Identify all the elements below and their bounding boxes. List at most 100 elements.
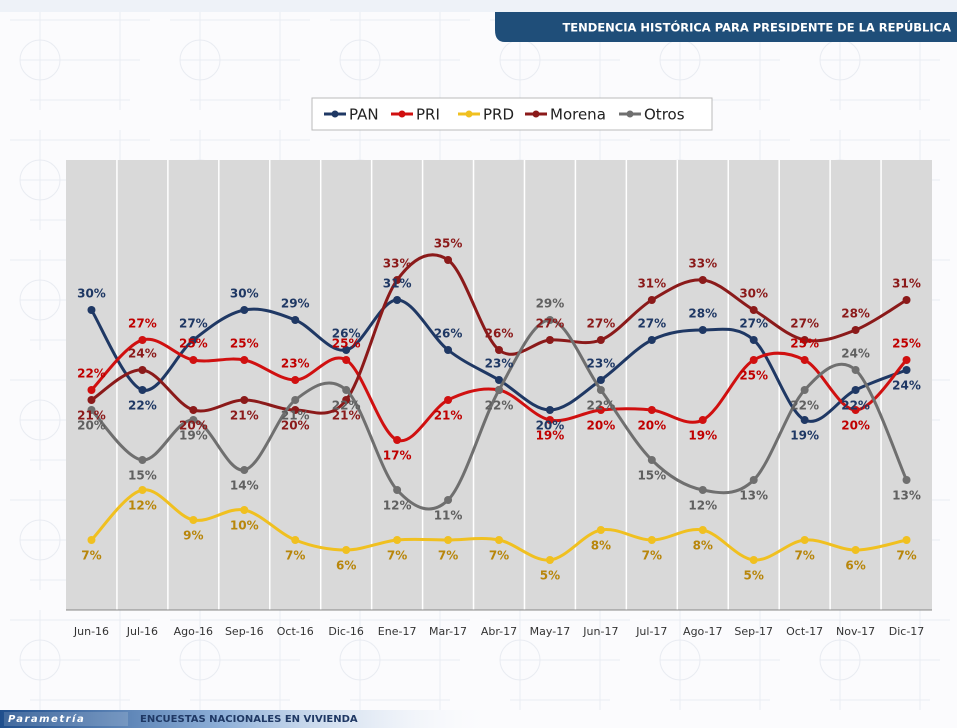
- point-marker: [240, 506, 249, 514]
- data-label: 30%: [77, 287, 106, 301]
- point-marker: [698, 326, 707, 334]
- point-marker: [189, 416, 198, 424]
- data-label: 31%: [383, 277, 412, 291]
- data-label: 20%: [536, 419, 565, 433]
- x-tick-label: Jul-16: [126, 625, 158, 638]
- point-marker: [444, 346, 453, 354]
- point-marker: [647, 336, 656, 344]
- data-label: 20%: [77, 419, 106, 433]
- data-label: 27%: [587, 317, 616, 331]
- data-label: 33%: [383, 257, 412, 271]
- data-label: 15%: [637, 469, 666, 483]
- point-marker: [444, 536, 453, 544]
- point-marker: [189, 406, 198, 414]
- data-label: 20%: [841, 419, 870, 433]
- point-marker: [87, 306, 96, 314]
- footer-text: ENCUESTAS NACIONALES EN VIVIENDA: [140, 714, 358, 725]
- point-marker: [291, 406, 300, 414]
- data-label: 33%: [688, 257, 717, 271]
- data-label: 22%: [485, 399, 514, 413]
- data-label: 6%: [336, 559, 356, 573]
- data-label: 26%: [485, 327, 514, 341]
- data-label: 21%: [332, 409, 361, 423]
- point-marker: [545, 316, 554, 324]
- point-marker: [749, 556, 758, 564]
- data-label: 30%: [230, 287, 259, 301]
- point-marker: [393, 536, 402, 544]
- point-marker: [698, 416, 707, 424]
- data-label: 26%: [332, 327, 361, 341]
- data-label: 26%: [434, 327, 463, 341]
- point-marker: [189, 356, 198, 364]
- data-label: 22%: [790, 399, 819, 413]
- chart-title: TENDENCIA HISTÓRICA PARA PRESIDENTE DE L…: [562, 20, 951, 35]
- data-label: 7%: [438, 549, 458, 563]
- point-marker: [138, 456, 147, 464]
- x-tick-label: Ago-16: [174, 625, 213, 638]
- data-label: 22%: [128, 399, 157, 413]
- data-label: 31%: [637, 277, 666, 291]
- data-label: 25%: [790, 337, 819, 351]
- point-marker: [800, 386, 809, 394]
- point-marker: [393, 276, 402, 284]
- point-marker: [596, 386, 605, 394]
- data-label: 21%: [434, 409, 463, 423]
- point-marker: [698, 486, 707, 494]
- data-label: 7%: [489, 549, 509, 563]
- data-label: 19%: [790, 429, 819, 443]
- point-marker: [291, 396, 300, 404]
- legend-label: Otros: [644, 106, 685, 124]
- data-label: 5%: [744, 569, 764, 583]
- point-marker: [545, 556, 554, 564]
- point-marker: [647, 296, 656, 304]
- data-label: 22%: [587, 399, 616, 413]
- x-tick-label: Mar-17: [429, 625, 467, 638]
- point-marker: [800, 416, 809, 424]
- point-marker: [851, 406, 860, 414]
- data-label: 8%: [591, 539, 611, 553]
- point-marker: [647, 536, 656, 544]
- x-tick-label: Sep-16: [225, 625, 264, 638]
- data-label: 17%: [383, 449, 412, 463]
- point-marker: [596, 336, 605, 344]
- data-label: 12%: [688, 499, 717, 513]
- data-label: 25%: [230, 337, 259, 351]
- point-marker: [902, 536, 911, 544]
- point-marker: [342, 386, 351, 394]
- point-marker: [393, 436, 402, 444]
- point-marker: [87, 396, 96, 404]
- data-label: 10%: [230, 519, 259, 533]
- x-tick-label: Oct-16: [277, 625, 314, 638]
- data-label: 35%: [434, 237, 463, 251]
- data-label: 31%: [892, 277, 921, 291]
- top-band: [0, 0, 957, 12]
- x-tick-label: Dic-16: [328, 625, 364, 638]
- data-label: 20%: [179, 419, 208, 433]
- data-label: 27%: [128, 317, 157, 331]
- data-label: 8%: [693, 539, 713, 553]
- point-marker: [393, 296, 402, 304]
- point-marker: [698, 276, 707, 284]
- point-marker: [444, 256, 453, 264]
- data-label: 7%: [387, 549, 407, 563]
- point-marker: [189, 516, 198, 524]
- point-marker: [851, 386, 860, 394]
- series-line: [90, 298, 908, 423]
- data-label: 29%: [536, 297, 565, 311]
- data-label: 15%: [128, 469, 157, 483]
- point-marker: [800, 336, 809, 344]
- point-marker: [495, 386, 503, 394]
- legend-marker: [398, 110, 406, 118]
- data-label: 28%: [688, 307, 717, 321]
- data-label: 27%: [536, 317, 565, 331]
- x-tick-label: Jul-17: [635, 625, 667, 638]
- point-marker: [87, 386, 96, 394]
- point-marker: [749, 336, 758, 344]
- legend-marker: [331, 110, 339, 118]
- data-label: 29%: [281, 297, 310, 311]
- point-marker: [240, 396, 249, 404]
- data-label: 21%: [281, 409, 310, 423]
- point-marker: [647, 406, 656, 414]
- x-tick-label: Abr-17: [481, 625, 517, 638]
- point-marker: [342, 346, 351, 354]
